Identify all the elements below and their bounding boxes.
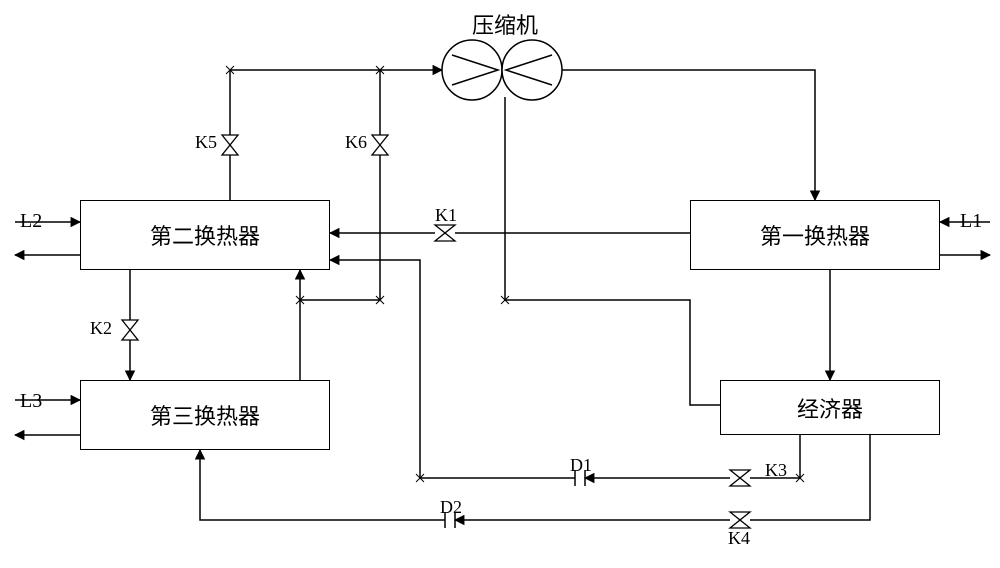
diagram-svg bbox=[0, 0, 1000, 568]
dryer-d2-icon bbox=[445, 512, 455, 528]
valve-k6-icon bbox=[372, 135, 388, 155]
joints bbox=[226, 66, 804, 482]
valve-k2-icon bbox=[122, 320, 138, 340]
pipe-econ-k3 bbox=[750, 435, 800, 478]
pipe-d2-hx3 bbox=[200, 450, 445, 520]
compressor-icon bbox=[442, 40, 562, 100]
pipe-comp-hx1 bbox=[562, 70, 815, 200]
valve-k3-icon bbox=[730, 470, 750, 486]
pipe-hx3-up bbox=[300, 300, 380, 380]
valve-k1-icon bbox=[435, 225, 455, 241]
dryer-d1-icon bbox=[575, 470, 585, 486]
valve-k5-icon bbox=[222, 135, 238, 155]
valve-k4-icon bbox=[730, 512, 750, 528]
pipe-comp-econ bbox=[505, 97, 720, 405]
pipe-d1-hx2 bbox=[330, 260, 420, 478]
